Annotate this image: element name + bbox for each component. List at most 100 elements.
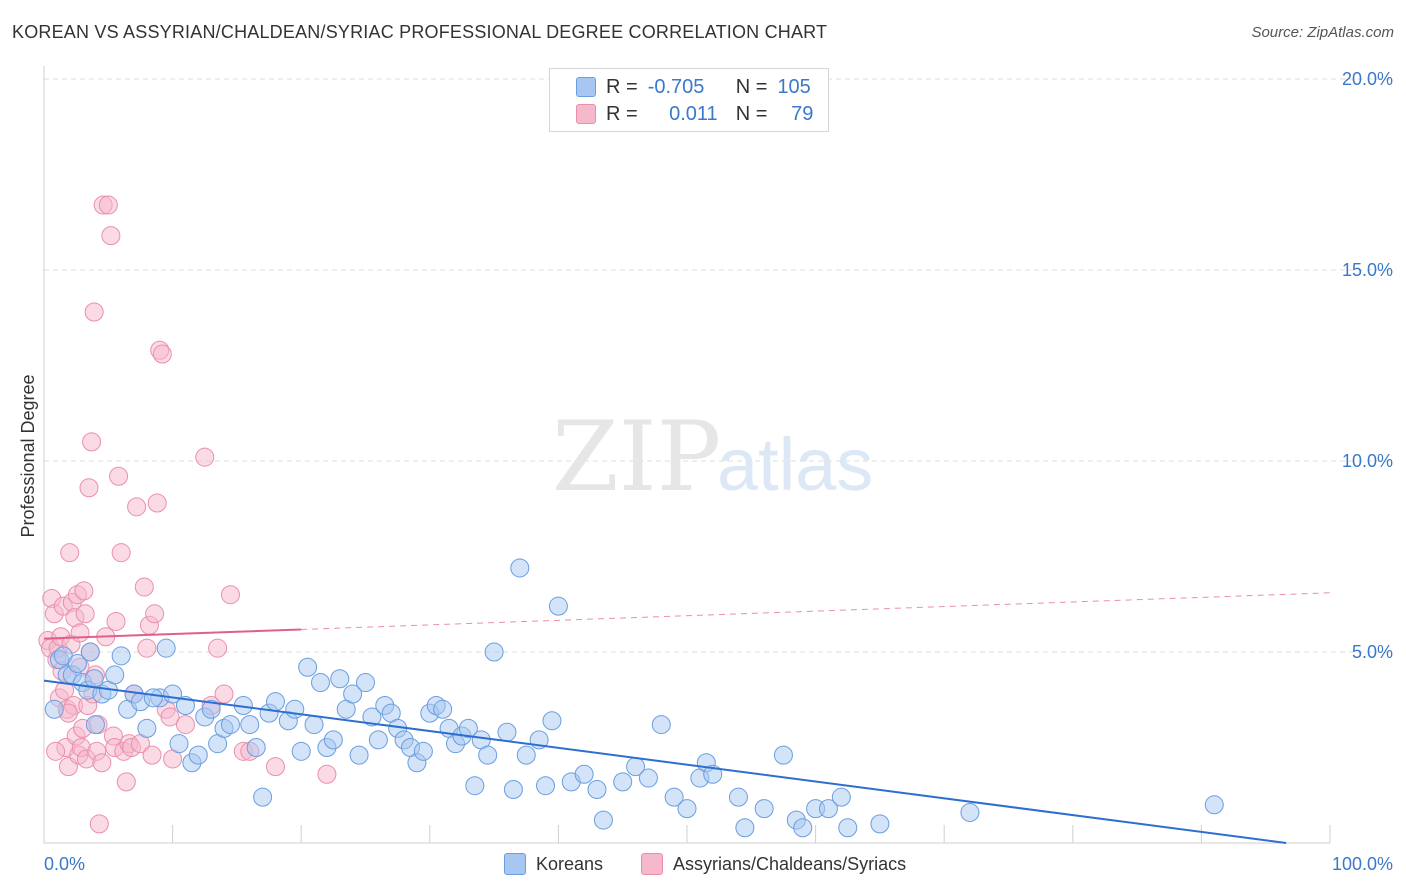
x-tick-label-min: 0.0% <box>44 854 85 874</box>
trend-lines <box>43 592 1331 844</box>
koreans-point <box>587 780 607 800</box>
assyrians-point <box>214 684 234 704</box>
assyrians-point <box>106 611 126 631</box>
chart-title: KOREAN VS ASSYRIAN/CHALDEAN/SYRIAC PROFE… <box>12 22 828 42</box>
assyrians-point <box>116 772 136 792</box>
y-tick-label: 20.0% <box>1342 69 1393 89</box>
assyrians-point <box>89 814 109 834</box>
legend-r-value: -0.705 <box>647 75 705 98</box>
koreans-point <box>677 799 697 819</box>
bottom-legend-koreans: Koreans <box>504 852 603 876</box>
legend-n-label: N = <box>735 75 768 98</box>
assyrians-point <box>111 543 131 563</box>
grid-lines <box>44 78 1392 653</box>
koreans-point <box>265 692 285 712</box>
koreans-point <box>188 745 208 765</box>
legend-row-koreans: R = -0.705 N = 105 <box>576 75 811 99</box>
assyrians-point <box>82 432 102 452</box>
assyrians-point <box>101 226 121 246</box>
assyrians-point <box>79 478 99 498</box>
koreans-point <box>818 799 838 819</box>
legend: R = -0.705 N = 105 R = 0.011 N = 79 <box>549 68 829 132</box>
y-axis-label: Professional Degree <box>18 374 38 537</box>
assyrians-point <box>220 585 240 605</box>
koreans-point <box>593 810 613 830</box>
legend-swatch-blue <box>576 77 596 97</box>
koreans-point <box>156 638 176 658</box>
koreans-point <box>1204 795 1224 815</box>
assyrians-point <box>92 753 112 773</box>
koreans-point <box>368 730 388 750</box>
koreans-point <box>735 818 755 838</box>
koreans-point <box>80 642 100 662</box>
assyrians-point <box>134 577 154 597</box>
koreans-point <box>413 741 433 761</box>
koreans-point <box>201 699 221 719</box>
bottom-legend-assyrians: Assyrians/Chaldeans/Syriacs <box>641 852 906 876</box>
assyrians-point <box>84 302 104 322</box>
koreans-point <box>362 707 382 727</box>
assyrians-point <box>137 638 157 658</box>
assyrians-point <box>98 195 118 215</box>
koreans-point <box>793 818 813 838</box>
legend-swatch-pink <box>576 104 596 124</box>
koreans-point <box>240 715 260 735</box>
assyrians-point <box>317 764 337 784</box>
assyrians-point <box>109 466 129 486</box>
koreans-point <box>651 715 671 735</box>
koreans-point <box>510 558 530 578</box>
koreans-point <box>323 730 343 750</box>
assyrians-trend-line-solid <box>43 628 302 640</box>
assyrians-trend-line-dashed <box>301 592 1331 630</box>
bottom-legend-swatch-blue <box>504 853 526 875</box>
koreans-point <box>253 787 273 807</box>
legend-n-label: N = <box>735 102 768 125</box>
koreans-point <box>542 711 562 731</box>
legend-r-label: R = <box>606 75 638 98</box>
koreans-point <box>433 699 453 719</box>
koreans-point <box>613 772 633 792</box>
legend-r-label: R = <box>606 102 638 125</box>
legend-r-value: 0.011 <box>669 102 718 125</box>
koreans-point <box>330 669 350 689</box>
koreans-point <box>169 734 189 754</box>
koreans-point <box>304 715 324 735</box>
assyrians-point <box>175 715 195 735</box>
koreans-point <box>285 699 305 719</box>
x-tick-label-max: 100.0% <box>1332 854 1393 874</box>
assyrians-point <box>75 604 95 624</box>
assyrians-point <box>127 497 147 517</box>
koreans-point <box>220 715 240 735</box>
koreans-trend-line <box>43 679 1287 844</box>
koreans-point <box>458 718 478 738</box>
koreans-point <box>343 684 363 704</box>
y-tick-label: 15.0% <box>1342 260 1393 280</box>
koreans-point <box>105 665 125 685</box>
series-koreans-points <box>44 558 1224 838</box>
assyrians-point <box>152 344 172 364</box>
axes <box>43 66 1331 844</box>
koreans-point <box>754 799 774 819</box>
koreans-point <box>638 768 658 788</box>
koreans-point <box>664 787 684 807</box>
koreans-point <box>137 718 157 738</box>
source-label: Source: ZipAtlas.com <box>1251 24 1394 41</box>
assyrians-point <box>60 543 80 563</box>
watermark-zip: ZIP <box>552 401 721 513</box>
koreans-point <box>85 715 105 735</box>
koreans-point <box>831 787 851 807</box>
legend-row-assyrians: R = 0.011 N = 79 <box>576 102 813 126</box>
y-tick-label: 10.0% <box>1342 451 1393 471</box>
koreans-point <box>838 818 858 838</box>
koreans-point <box>465 776 485 796</box>
assyrians-point <box>46 741 66 761</box>
koreans-point <box>870 814 890 834</box>
watermark: ZIP atlas <box>552 401 873 513</box>
koreans-point <box>298 657 318 677</box>
watermark-atlas: atlas <box>717 423 873 506</box>
legend-n-value: 105 <box>777 75 811 98</box>
assyrians-point <box>70 623 90 643</box>
assyrians-point <box>195 447 215 467</box>
koreans-point <box>246 738 266 757</box>
